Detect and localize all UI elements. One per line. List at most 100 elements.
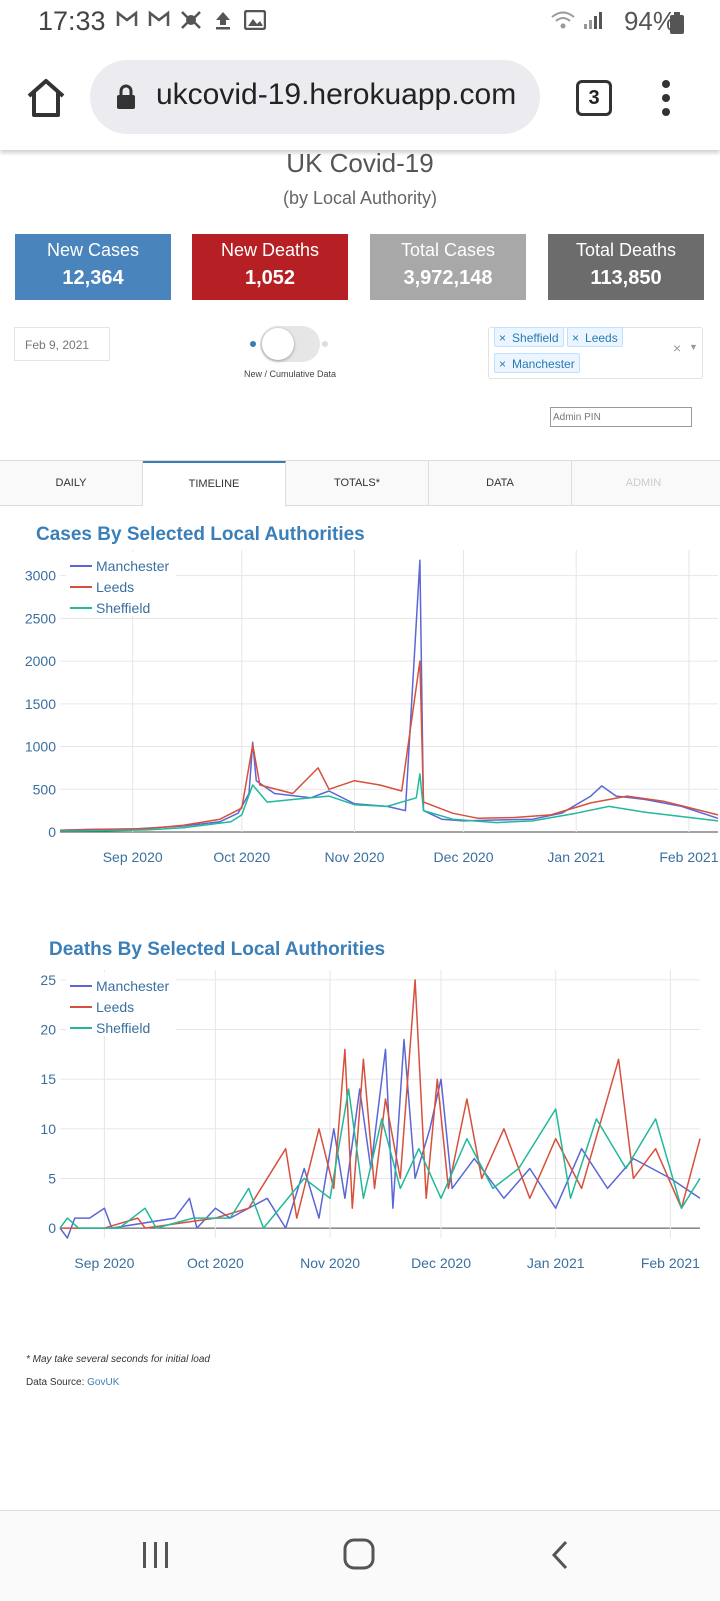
total-cases-card: Total Cases 3,972,148	[370, 234, 526, 300]
toggle-indicator-right	[322, 341, 328, 347]
tab-switcher-button[interactable]: 3	[576, 80, 612, 116]
x-tick-label: Feb 2021	[641, 1255, 700, 1271]
y-tick-label: 20	[40, 1022, 56, 1038]
x-tick-label: Nov 2020	[300, 1255, 360, 1271]
series-line-sheffield	[59, 1088, 701, 1229]
card-title: Total Cases	[400, 240, 496, 260]
y-tick-label: 1000	[25, 739, 56, 755]
tab-daily[interactable]: DAILY	[0, 461, 143, 506]
android-nav-bar	[0, 1510, 720, 1601]
data-source: Data Source: GovUK	[26, 1377, 119, 1388]
chip-label: Leeds	[585, 331, 618, 345]
gmail-icon	[148, 10, 170, 34]
x-tick-label: Oct 2020	[187, 1255, 244, 1271]
x-tick-label: Nov 2020	[324, 849, 384, 865]
series-line-leeds	[59, 660, 719, 832]
browser-toolbar: ukcovid-19.herokuapp.com 3	[0, 46, 720, 150]
status-time: 17:33	[38, 6, 106, 36]
x-tick-label: Sep 2020	[74, 1255, 134, 1271]
cases-chart: 0 500 1000 1500 2000 2500 3000 Sep 2020 Oct 2020…	[25, 550, 719, 865]
card-title: Total Deaths	[575, 240, 677, 260]
image-icon	[243, 9, 267, 36]
legend-background	[66, 552, 176, 616]
more-menu-icon[interactable]	[660, 78, 670, 118]
cumulative-toggle[interactable]	[260, 326, 320, 362]
remove-chip-icon[interactable]: ×	[499, 331, 507, 345]
x-tick-label: Dec 2020	[411, 1255, 471, 1271]
remove-chip-icon[interactable]: ×	[499, 357, 507, 371]
tab-timeline[interactable]: TIMELINE	[143, 461, 286, 507]
deaths-chart-title: Deaths By Selected Local Authorities	[49, 939, 386, 960]
lock-icon	[116, 84, 136, 110]
y-tick-label: 2500	[25, 610, 56, 626]
legend-background	[66, 972, 176, 1036]
series-line-sheffield	[59, 773, 719, 832]
card-value: 3,972,148	[403, 267, 493, 289]
y-tick-label: 10	[40, 1121, 56, 1137]
home-icon[interactable]	[24, 76, 68, 120]
deaths-chart: 0 5 10 15 20 25 Sep 2020 Oct 2020 Nov 2020 Dec 20…	[40, 970, 701, 1271]
signal-icon	[582, 10, 604, 36]
legend-label: Manchester	[96, 978, 169, 994]
y-tick-label: 2000	[25, 653, 56, 669]
card-title: New Deaths	[220, 240, 320, 260]
cases-chart-title: Cases By Selected Local Authorities	[36, 524, 365, 545]
area-chip[interactable]: × Leeds	[567, 327, 623, 347]
y-tick-label: 0	[48, 824, 56, 840]
legend-label: Leeds	[96, 579, 134, 595]
home-nav-icon[interactable]	[342, 1537, 376, 1576]
y-tick-label: 5	[48, 1170, 56, 1186]
area-chip[interactable]: × Sheffield	[494, 327, 564, 347]
legend-label: Sheffield	[96, 1020, 150, 1036]
load-note: * May take several seconds for initial l…	[26, 1354, 210, 1365]
admin-pin-input[interactable]: Admin PIN	[550, 407, 692, 427]
remove-chip-icon[interactable]: ×	[572, 331, 580, 345]
back-icon[interactable]	[548, 1539, 572, 1576]
x-tick-label: Jan 2021	[527, 1255, 585, 1271]
card-title: New Cases	[46, 240, 140, 260]
area-multiselect[interactable]: × Sheffield × Leeds × Manchester × ▼	[488, 327, 703, 379]
wifi-icon	[550, 10, 576, 36]
area-chip[interactable]: × Manchester	[494, 353, 580, 373]
gmail-icon	[116, 10, 138, 34]
chip-label: Manchester	[512, 357, 575, 371]
x-tick-label: Sep 2020	[103, 849, 163, 865]
chart-legend: Manchester Leeds Sheffield	[66, 552, 176, 616]
upload-icon	[213, 10, 233, 36]
url-text: ukcovid-19.herokuapp.com	[156, 78, 517, 111]
dropdown-arrow-icon[interactable]: ▼	[689, 342, 698, 352]
card-value: 1,052	[244, 267, 296, 289]
page-title: UK Covid-19	[286, 148, 434, 178]
date-picker[interactable]: Feb 9, 2021	[14, 327, 110, 361]
y-tick-label: 3000	[25, 568, 56, 584]
card-value: 113,850	[590, 267, 662, 289]
chart-legend: Manchester Leeds Sheffield	[66, 972, 176, 1036]
x-tick-label: Dec 2020	[434, 849, 494, 865]
y-tick-label: 1500	[25, 696, 56, 712]
card-value: 12,364	[62, 267, 124, 289]
tab-totals[interactable]: TOTALS*	[286, 461, 429, 506]
tab-bar: DAILY TIMELINE TOTALS* DATA ADMIN	[0, 460, 720, 507]
toggle-knob[interactable]	[262, 328, 294, 360]
total-deaths-card: Total Deaths 113,850	[548, 234, 704, 300]
new-deaths-card: New Deaths 1,052	[192, 234, 348, 300]
battery-icon	[670, 12, 684, 39]
legend-label: Leeds	[96, 999, 134, 1015]
legend-label: Sheffield	[96, 600, 150, 616]
x-tick-label: Feb 2021	[659, 849, 718, 865]
series-line-manchester	[59, 1038, 701, 1239]
y-tick-label: 25	[40, 972, 56, 988]
clear-all-icon[interactable]: ×	[673, 340, 682, 356]
chip-label: Sheffield	[512, 331, 559, 345]
tab-admin: ADMIN	[625, 477, 662, 489]
page-subtitle: (by Local Authority)	[282, 188, 438, 208]
url-bar[interactable]: ukcovid-19.herokuapp.com	[90, 60, 540, 134]
data-source-label: Data Source:	[26, 1377, 85, 1388]
tab-data[interactable]: DATA	[429, 461, 572, 506]
legend-label: Manchester	[96, 558, 169, 574]
series-line-leeds	[60, 979, 701, 1229]
recent-apps-icon[interactable]	[140, 1539, 172, 1576]
y-tick-label: 500	[33, 781, 57, 797]
new-cases-card: New Cases 12,364	[15, 234, 171, 300]
govuk-link[interactable]: GovUK	[87, 1377, 120, 1388]
